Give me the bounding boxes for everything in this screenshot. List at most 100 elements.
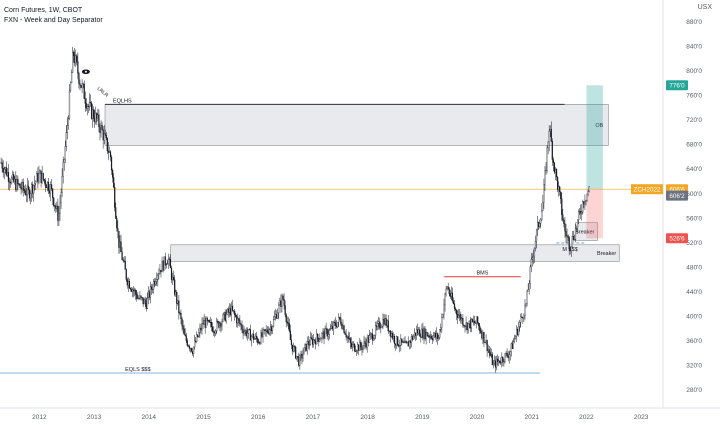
candle-body [394, 343, 397, 346]
candle-body [284, 305, 286, 315]
candle-body [29, 193, 32, 199]
candle-body [45, 185, 47, 189]
candle-body [579, 211, 581, 213]
candle-body [337, 321, 339, 328]
candle [382, 313, 384, 330]
candle [384, 314, 386, 326]
candle-body [64, 146, 66, 160]
x-tick-label: 2012 [32, 414, 47, 421]
candle [386, 319, 388, 328]
candle [410, 334, 412, 348]
candle-body [90, 102, 93, 119]
candle-body [402, 341, 404, 343]
candle-body [104, 133, 106, 136]
x-tick-label: 2013 [87, 414, 102, 421]
candle [311, 335, 314, 348]
candle [328, 328, 330, 340]
candle-body [248, 329, 250, 331]
zone-label: Breaker [597, 251, 616, 257]
candle-body [545, 170, 547, 171]
candle-body [321, 333, 323, 339]
candle-body [391, 333, 394, 339]
candle [421, 323, 423, 339]
candle-body [242, 329, 244, 334]
candle [457, 310, 459, 325]
candle-body [452, 300, 455, 304]
candle-body [210, 322, 213, 328]
candle [321, 331, 323, 344]
candle-body [203, 320, 205, 325]
candle [407, 336, 409, 347]
candle-body [16, 178, 18, 191]
candle [396, 335, 398, 349]
candle-body [160, 270, 162, 273]
candle [296, 356, 298, 361]
candle-body [401, 338, 403, 343]
candle-body [575, 228, 578, 229]
candle-body [122, 259, 124, 261]
candle-body [128, 281, 131, 289]
candle [475, 316, 478, 329]
candle [18, 182, 20, 186]
candle-body [194, 340, 196, 348]
candle-body [301, 353, 303, 359]
candle-body [332, 322, 335, 330]
candle [114, 183, 116, 212]
candle [318, 337, 320, 347]
candle [159, 263, 161, 275]
candle [264, 329, 266, 337]
candle-body [473, 320, 476, 324]
candle [426, 331, 428, 337]
candle-body [151, 289, 154, 291]
candle-body [484, 342, 486, 344]
candle-body [246, 333, 248, 337]
candle [493, 355, 496, 366]
candle [391, 330, 394, 341]
stop-price-badge-text: 526'6 [669, 236, 685, 243]
candle-body [418, 329, 420, 334]
candle-body [366, 337, 368, 348]
candle [379, 317, 381, 330]
candle [148, 289, 151, 301]
candle [240, 322, 242, 331]
candle-body [204, 320, 206, 328]
candle [500, 357, 502, 366]
candle [58, 206, 60, 227]
candle-body [444, 293, 446, 306]
candle-body [333, 322, 336, 323]
candle [534, 235, 537, 252]
candle-body [254, 338, 256, 340]
candle-body [419, 329, 421, 337]
candle-body [196, 334, 198, 342]
x-tick-label: 2021 [524, 414, 539, 421]
candle-body [206, 318, 208, 322]
candle [235, 312, 237, 318]
zone-1 [170, 244, 620, 262]
candle-body [118, 231, 120, 248]
candle-body [469, 320, 471, 329]
candle-body [238, 318, 240, 321]
candle-body [312, 339, 315, 345]
candle [274, 310, 276, 320]
candle-body [367, 337, 369, 343]
candle-body [298, 356, 300, 366]
candle [119, 235, 121, 254]
candle-body [421, 328, 423, 338]
candle [146, 292, 148, 310]
candle [63, 158, 65, 171]
candle [393, 333, 396, 349]
candle [186, 338, 188, 348]
candle [144, 296, 146, 307]
candle-body [482, 332, 484, 339]
candle-body [72, 52, 74, 73]
candle-body [407, 341, 409, 347]
candle-body [9, 182, 12, 184]
candle [161, 256, 163, 273]
candle [228, 303, 230, 318]
candle-body [40, 170, 42, 183]
candle-body [467, 323, 469, 331]
candle [463, 324, 465, 329]
candle-body [423, 328, 425, 339]
candle-body [406, 341, 408, 344]
